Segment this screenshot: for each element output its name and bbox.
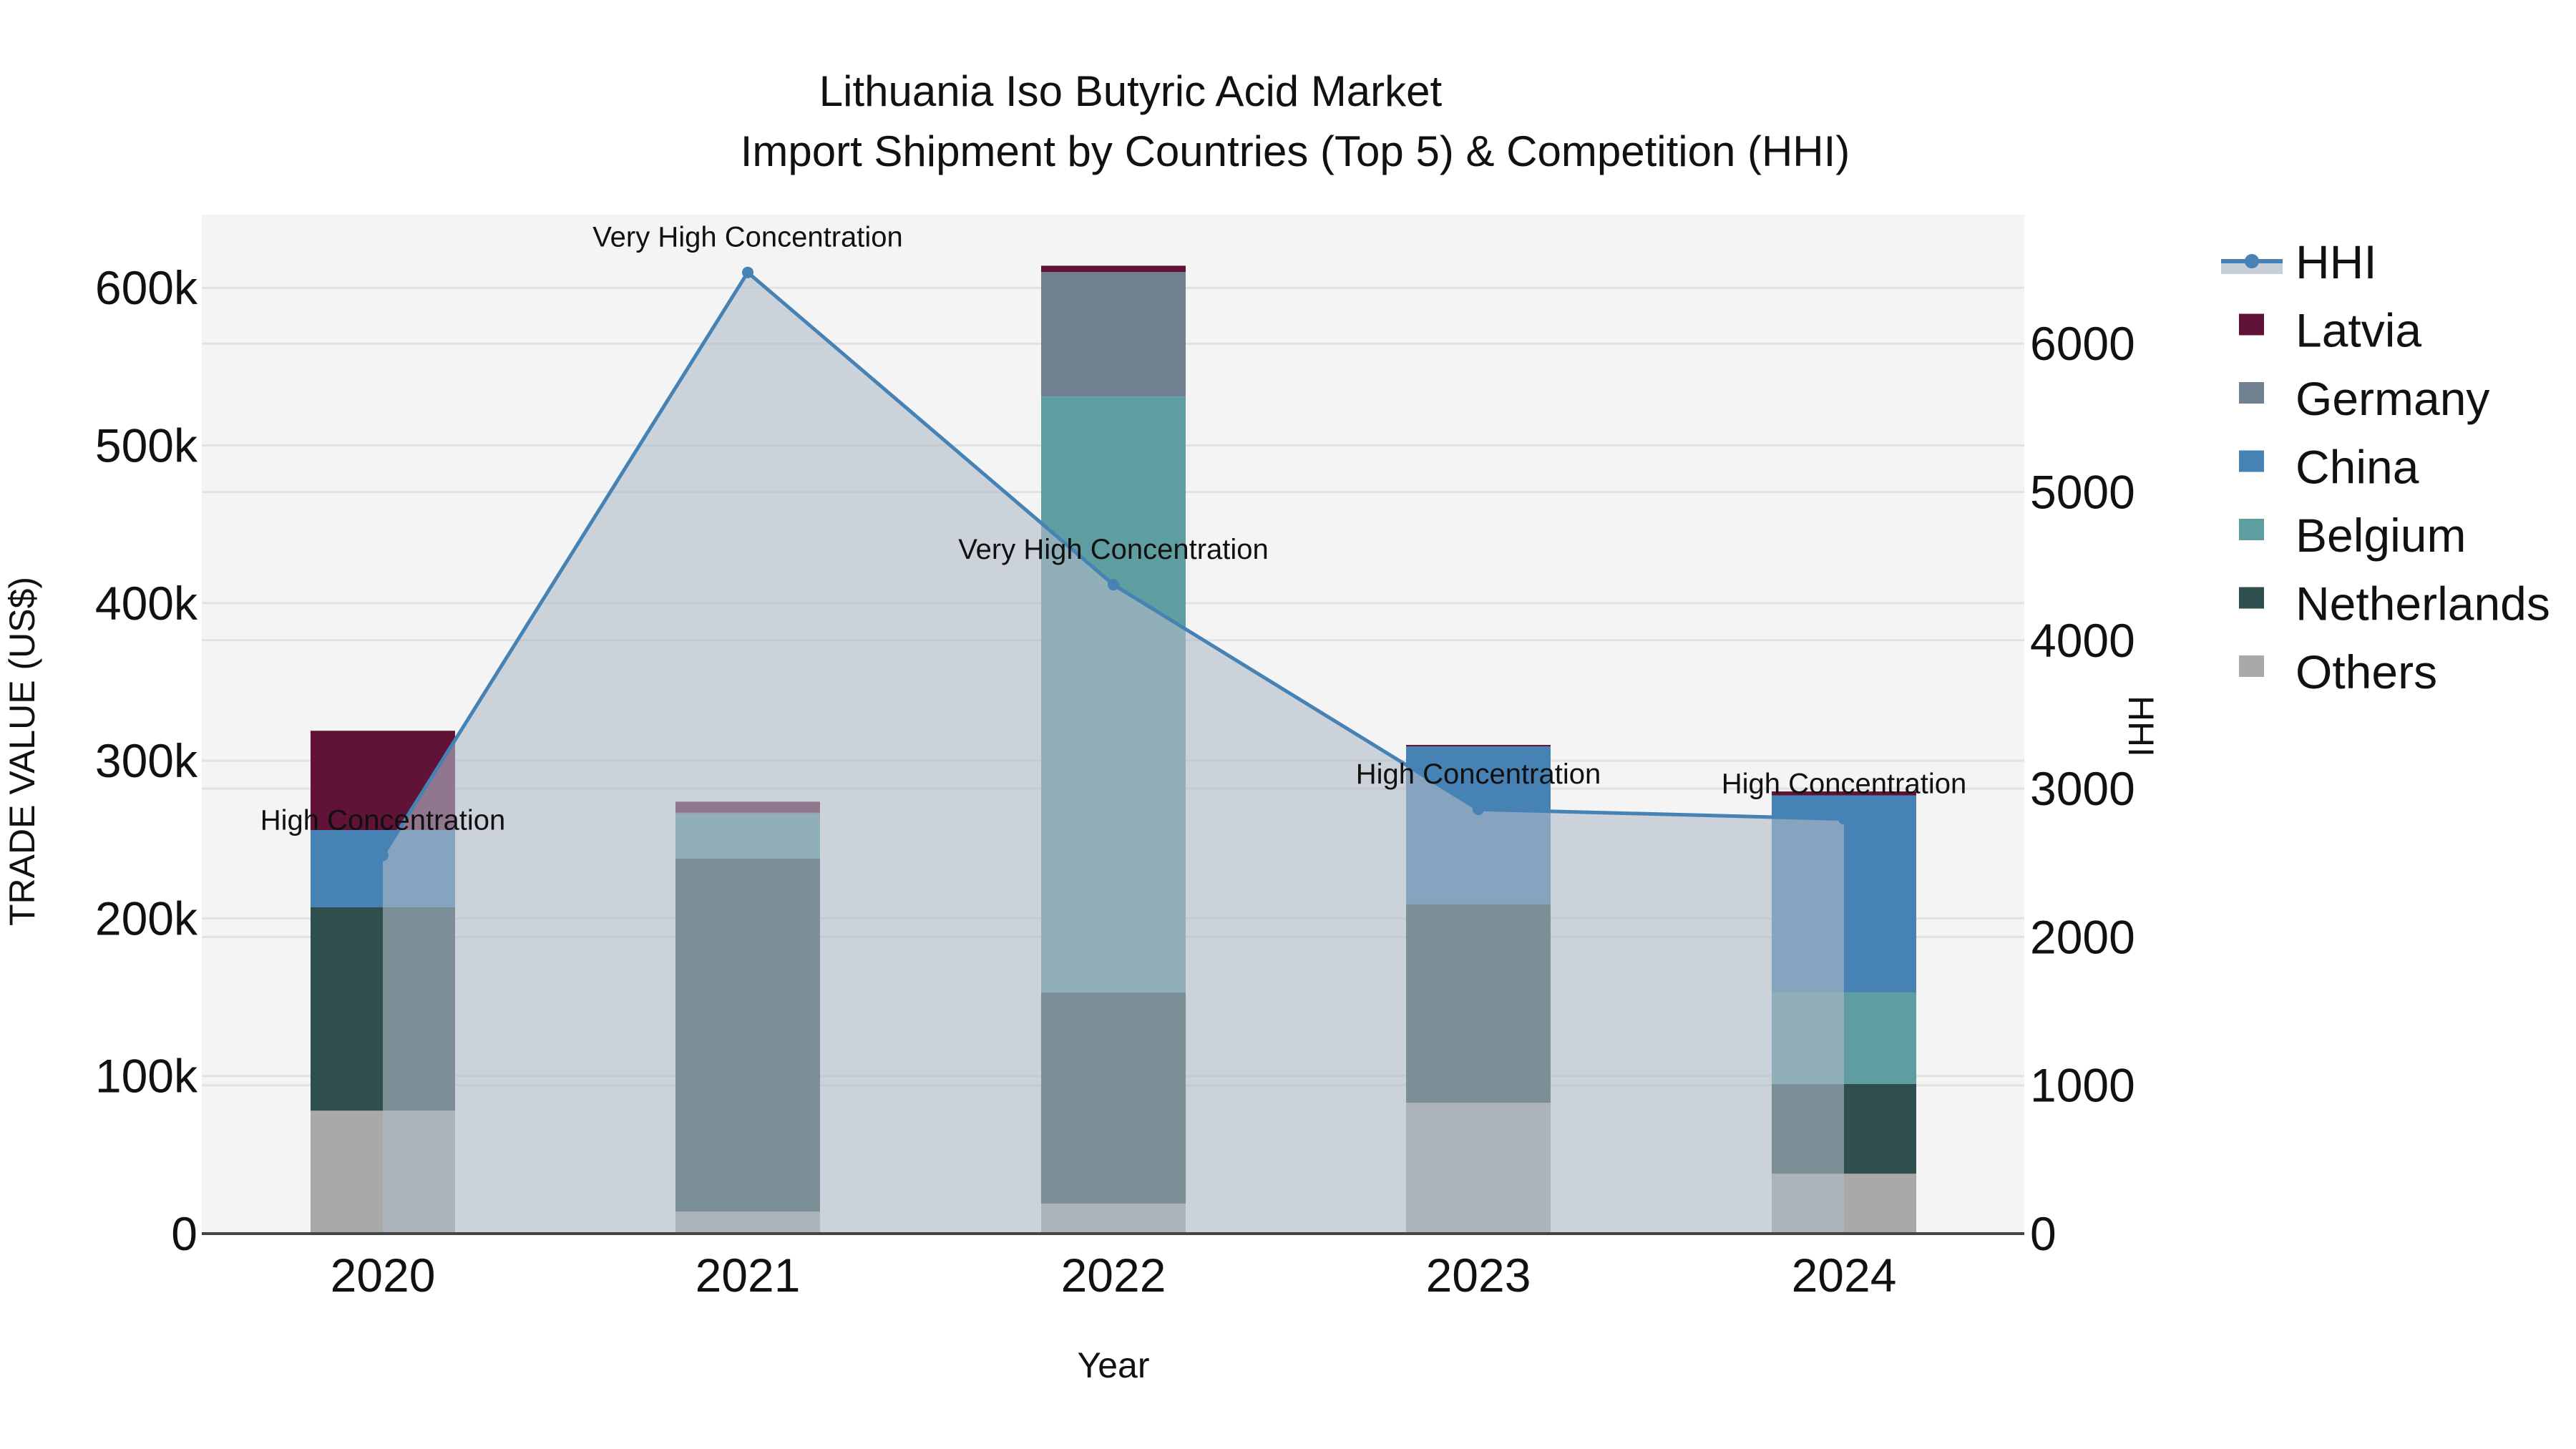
hhi-marker[interactable] [377,849,389,862]
marker-icon [2245,254,2259,268]
bar-segment-germany[interactable] [1041,272,1186,397]
x-tick-label: 2020 [331,1249,436,1302]
legend-label: China [2296,441,2419,494]
y-tick-label: 500k [95,419,198,472]
legend-label: Netherlands [2296,577,2550,630]
hhi-area [383,272,1844,1234]
chart-title: Lithuania Iso Butyric Acid Market [819,67,1443,115]
y-axis-ticks: 0 100k 200k 300k 400k 500k 600k [95,261,198,1260]
y2-tick-label: 6000 [2030,317,2135,370]
hhi-annotation: Very High Concentration [592,222,903,253]
legend-label: Germany [2296,372,2489,425]
y2-tick-label: 1000 [2030,1059,2135,1112]
y2-tick-label: 3000 [2030,762,2135,815]
legend-item-others[interactable]: Others [2239,645,2437,698]
hhi-marker[interactable] [1838,813,1850,825]
y-tick-label: 200k [95,892,198,945]
bar-segment-latvia[interactable] [1406,745,1551,747]
y2-tick-label: 2000 [2030,910,2135,963]
legend-swatch [2239,587,2264,609]
legend-swatch [2239,382,2264,404]
x-tick-label: 2021 [696,1249,801,1302]
x-tick-label: 2023 [1426,1249,1531,1302]
legend-swatch [2239,313,2264,336]
legend-swatch [2239,519,2264,540]
legend-swatch [2239,655,2264,677]
y2-tick-label: 4000 [2030,614,2135,667]
hhi-annotation: Very High Concentration [958,534,1269,565]
y-tick-label: 600k [95,261,198,314]
y2-axis-title: HHI [2121,696,2161,757]
x-axis-ticks: 2020 2021 2022 2023 2024 [331,1249,1897,1302]
legend-label: Belgium [2296,509,2466,562]
hhi-annotation: High Concentration [1722,769,1966,800]
legend-label: HHI [2296,235,2377,288]
chart-subtitle: Import Shipment by Countries (Top 5) & C… [741,127,1850,175]
legend-label: Others [2296,645,2437,698]
legend-item-germany[interactable]: Germany [2239,372,2489,425]
legend-item-belgium[interactable]: Belgium [2239,509,2466,562]
x-axis-title: Year [1077,1345,1149,1385]
hhi-marker[interactable] [742,266,753,278]
legend-item-netherlands[interactable]: Netherlands [2239,577,2550,630]
x-tick-label: 2024 [1792,1249,1897,1302]
y2-tick-label: 5000 [2030,466,2135,519]
y-tick-label: 100k [95,1050,198,1103]
legend: HHI Latvia Germany China Belgium Netherlands O… [2221,235,2550,698]
legend-swatch [2239,450,2264,472]
hhi-series [377,266,1850,1234]
hhi-marker[interactable] [1473,804,1484,816]
y2-tick-label: 0 [2030,1207,2057,1260]
hhi-annotation: High Concentration [260,804,505,836]
x-tick-label: 2022 [1061,1249,1166,1302]
y-tick-label: 300k [95,734,198,787]
hhi-annotations: High Concentration Very High Concentratio… [260,222,1966,836]
y-axis-title: TRADE VALUE (US$) [2,577,42,926]
bar-segment-latvia[interactable] [1041,265,1186,273]
y-tick-label: 400k [95,577,198,630]
hhi-marker[interactable] [1108,579,1119,591]
hhi-annotation: High Concentration [1356,758,1601,790]
y-tick-label: 0 [171,1207,197,1260]
legend-item-hhi[interactable]: HHI [2221,235,2377,288]
legend-label: Latvia [2296,304,2421,357]
legend-item-china[interactable]: China [2239,441,2419,494]
legend-item-latvia[interactable]: Latvia [2239,304,2421,357]
y2-axis-ticks: 0 1000 2000 3000 4000 5000 6000 [2030,317,2135,1260]
bar-segment-latvia[interactable] [1772,791,1916,796]
